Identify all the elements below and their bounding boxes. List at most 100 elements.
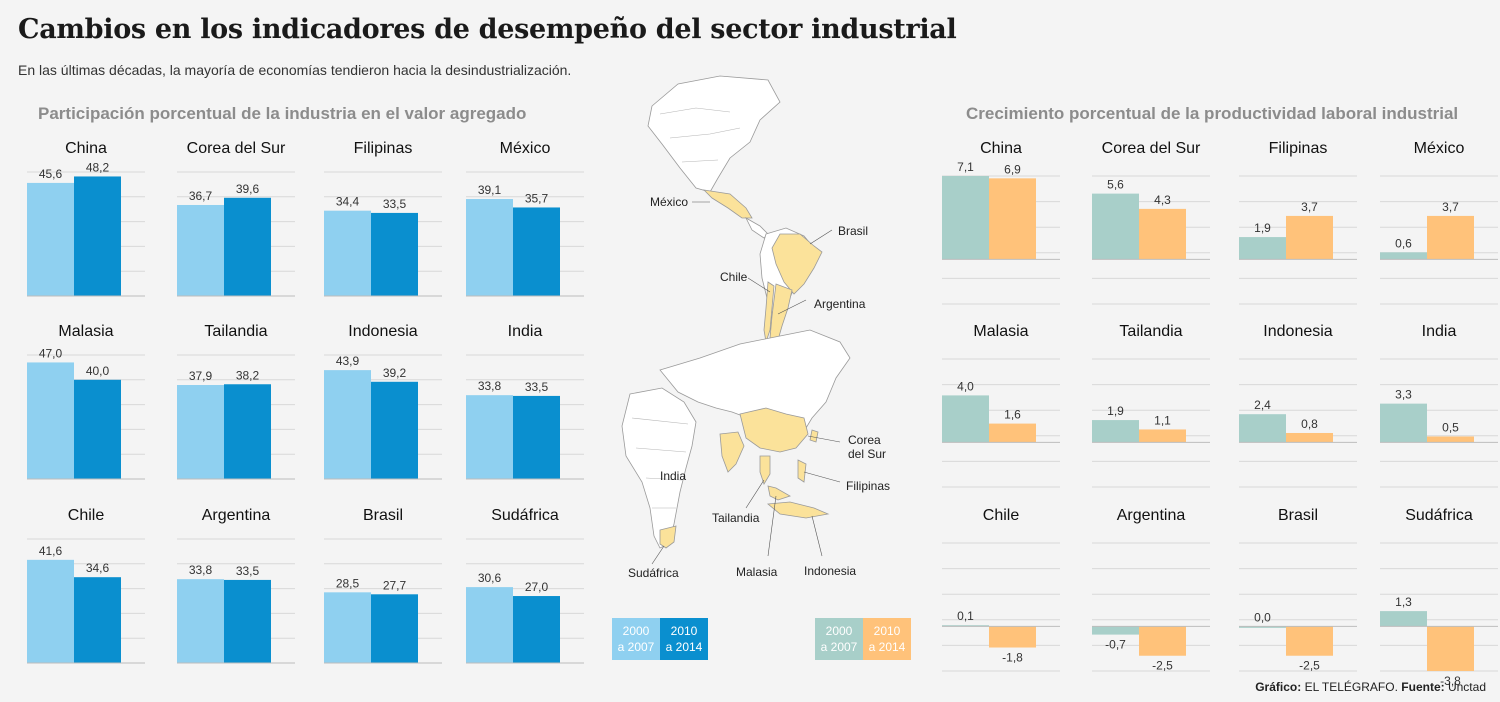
left-panel-chart: 37,9 38,2 <box>177 354 295 480</box>
data-label: 34,4 <box>336 195 360 209</box>
bar-2000-2007 <box>27 559 74 663</box>
filipinas-shape <box>797 459 807 483</box>
legend-right-2010-line1: 2010 <box>873 624 901 638</box>
left-panel-chart: 34,4 33,5 <box>324 171 442 297</box>
right-panel-chart: 2,4 0,8 <box>1239 358 1357 488</box>
left-panel-chart: 28,5 27,7 <box>324 538 442 664</box>
map-label-tailandia: Tailandia <box>712 511 760 525</box>
data-label: 33,5 <box>236 564 260 578</box>
bar-2010-2014 <box>989 178 1036 260</box>
right-panel-chart: 0,0 -2,5 <box>1239 542 1357 673</box>
malasia-shape <box>767 485 791 501</box>
legend-right-2010: 2010 a 2014 <box>863 618 911 660</box>
bar-2010-2014 <box>371 381 418 479</box>
bar-2000-2007 <box>1092 420 1139 443</box>
footer-fuente-label: Fuente: <box>1401 680 1445 694</box>
right-panel-chart: 3,3 0,5 <box>1380 358 1498 488</box>
legend-left-2010-line1: 2010 <box>670 624 698 638</box>
panel-country-label: Corea del Sur <box>1101 140 1201 157</box>
panel-country-label: Malasia <box>58 323 114 340</box>
legend-left-2010-line2: a 2014 <box>665 640 703 654</box>
data-label: -1,8 <box>1002 651 1023 665</box>
right-panel-mexico: México 0,6 3,7 <box>1380 140 1498 310</box>
right-panel-filipinas: Filipinas 1,9 3,7 <box>1239 140 1357 310</box>
bar-2000-2007 <box>466 587 513 663</box>
data-label: 33,5 <box>383 197 407 211</box>
panel-country-label: Chile <box>67 507 105 524</box>
data-label: 39,6 <box>236 182 260 196</box>
data-label: -3,8 <box>1440 674 1461 688</box>
data-label: -0,7 <box>1105 638 1126 652</box>
bar-2010-2014 <box>74 176 121 296</box>
data-label: 4,0 <box>957 379 974 393</box>
bar-2010-2014 <box>1139 626 1186 656</box>
data-label: 3,7 <box>1301 200 1318 214</box>
data-label: 0,5 <box>1442 421 1459 435</box>
data-label: 7,1 <box>957 160 974 174</box>
right-panel-china: China 7,1 6,9 <box>942 140 1060 310</box>
data-label: 27,0 <box>525 580 549 594</box>
data-label: 0,6 <box>1395 236 1412 250</box>
left-panel-malasia: Malasia 47,0 40,0 <box>27 323 145 493</box>
panel-country-label: China <box>980 140 1022 157</box>
bar-2010-2014 <box>371 594 418 663</box>
data-label: 3,7 <box>1442 200 1459 214</box>
china-shape <box>739 407 809 453</box>
bar-2010-2014 <box>1286 432 1333 443</box>
data-label: 36,7 <box>189 189 213 203</box>
bar-2010-2014 <box>1427 215 1474 260</box>
data-label: 41,6 <box>39 544 63 558</box>
footer-grafico-value: EL TELÉGRAFO. <box>1304 680 1398 694</box>
legend-left-2000: 2000 a 2007 <box>612 618 660 660</box>
bar-2000-2007 <box>1092 626 1139 635</box>
bar-2010-2014 <box>74 577 121 663</box>
legend-left-2010: 2010 a 2014 <box>660 618 708 660</box>
data-label: 39,1 <box>478 183 502 197</box>
bar-2000-2007 <box>27 362 74 479</box>
data-label: 38,2 <box>236 368 260 382</box>
right-panel-malasia: Malasia 4,0 1,6 <box>942 323 1060 493</box>
india-shape <box>719 431 745 473</box>
bar-2000-2007 <box>1239 414 1286 443</box>
panel-country-label: Filipinas <box>353 140 413 157</box>
legend-right-2000-line2: a 2007 <box>820 640 858 654</box>
legend-right-2010-line2: a 2014 <box>868 640 906 654</box>
data-label: 40,0 <box>86 364 110 378</box>
bar-2010-2014 <box>1286 626 1333 656</box>
data-label: 33,8 <box>478 379 502 393</box>
panel-country-label: Brasil <box>1277 507 1318 524</box>
data-label: 35,7 <box>525 191 549 205</box>
bar-2000-2007 <box>1380 403 1427 443</box>
right-panel-chart: 1,3 -3,8 <box>1380 542 1498 688</box>
data-label: 2,4 <box>1254 398 1271 412</box>
data-label: 1,9 <box>1107 404 1124 418</box>
chile-shape <box>763 281 775 343</box>
data-label: 47,0 <box>39 346 63 360</box>
data-label: -2,5 <box>1152 659 1173 673</box>
map-label-corea-2: del Sur <box>848 447 886 461</box>
bar-2010-2014 <box>513 395 560 479</box>
panel-country-label: México <box>499 140 551 157</box>
map-label-sudafrica: Sudáfrica <box>628 566 679 580</box>
tailandia-shape <box>759 455 771 485</box>
left-panel-india: India 33,8 33,5 <box>466 323 584 493</box>
data-label: 33,5 <box>525 380 549 394</box>
data-label: 5,6 <box>1107 178 1124 192</box>
data-label: -2,5 <box>1299 659 1320 673</box>
bar-2000-2007 <box>177 579 224 663</box>
right-panel-india: India 3,3 0,5 <box>1380 323 1498 493</box>
data-label: 1,9 <box>1254 221 1271 235</box>
panel-country-label: Tailandia <box>204 323 268 340</box>
right-panel-argentina: Argentina -0,7 -2,5 <box>1092 507 1210 677</box>
legend-left-2000-line2: a 2007 <box>617 640 655 654</box>
page-title: Cambios en los indicadores de desempeño … <box>18 14 957 45</box>
data-label: 0,8 <box>1301 417 1318 431</box>
bar-2010-2014 <box>371 212 418 296</box>
map-label-corea-1: Corea <box>848 433 881 447</box>
left-panel-chart: 30,6 27,0 <box>466 538 584 664</box>
panel-country-label: Indonesia <box>1263 323 1333 340</box>
bar-2000-2007 <box>1239 237 1286 260</box>
data-label: 1,1 <box>1154 413 1171 427</box>
bar-2000-2007 <box>466 199 513 296</box>
right-panel-corea-del-sur: Corea del Sur 5,6 4,3 <box>1092 140 1210 310</box>
